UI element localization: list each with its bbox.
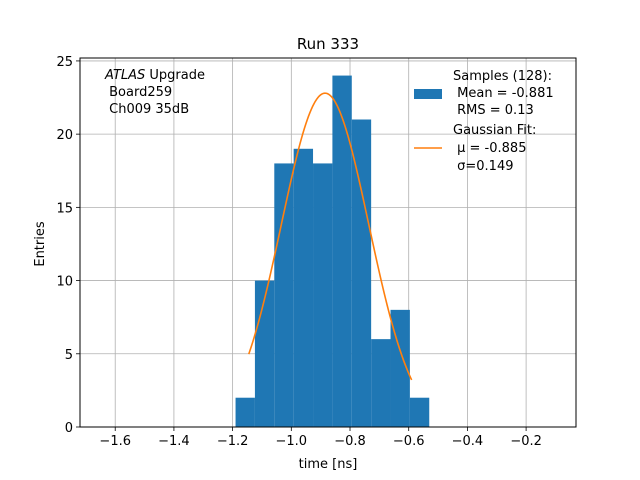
legend: Samples (128): Mean = -0.881 RMS = 0.13 … <box>414 69 554 174</box>
y-axis-ticks: 0 5 10 15 20 25 <box>56 55 80 436</box>
histogram-bars <box>235 75 430 428</box>
legend-samples-line-2: Mean = -0.881 <box>453 86 554 101</box>
histogram-bar <box>351 119 372 427</box>
histogram-bar <box>371 339 391 427</box>
annotation-line-1: ATLAS Upgrade <box>104 68 205 83</box>
histogram-bar <box>235 397 255 427</box>
annotation-line-3: Ch009 35dB <box>105 102 189 117</box>
plot-frame <box>79 57 577 428</box>
histogram-bar <box>293 148 314 428</box>
x-axis-ticks: −1.6 −1.4 −1.2 −1.0 −0.8 −0.6 −0.4 −0.2 <box>99 427 542 449</box>
x-axis-label: time [ns] <box>299 457 358 472</box>
x-tick-label: −0.8 <box>334 434 366 449</box>
x-tick-label: −0.6 <box>393 434 425 449</box>
legend-fit-line-1: Gaussian Fit: <box>453 123 536 138</box>
x-tick-label: −1.6 <box>99 434 131 449</box>
y-tick-label: 5 <box>65 348 73 363</box>
chart-title: Run 333 <box>297 35 359 53</box>
histogram-bar <box>254 280 275 427</box>
histogram-bar <box>332 75 352 428</box>
gaussian-fit-curve <box>248 92 413 381</box>
annotation-atlas: ATLAS <box>104 68 145 83</box>
y-tick-label: 25 <box>56 55 73 70</box>
legend-swatch-samples <box>414 89 442 99</box>
legend-samples-line-1: Samples (128): <box>453 69 552 84</box>
histogram-bar <box>274 163 294 427</box>
legend-fit-mu: μ = -0.885 <box>453 141 526 156</box>
legend-fit-sigma: σ=0.149 <box>453 159 513 174</box>
y-tick-label: 0 <box>65 421 73 436</box>
x-tick-label: −0.4 <box>452 434 484 449</box>
histogram-bar <box>313 163 333 427</box>
histogram-bar <box>409 397 430 427</box>
x-tick-label: −1.4 <box>158 434 190 449</box>
x-tick-label: −0.2 <box>510 434 542 449</box>
histogram-bar <box>390 309 410 427</box>
x-tick-label: −1.0 <box>276 434 308 449</box>
y-tick-label: 20 <box>56 128 73 143</box>
annotation-line-2: Board259 <box>105 85 172 100</box>
y-axis-label: Entries <box>33 221 48 267</box>
x-tick-label: −1.2 <box>217 434 249 449</box>
annotation-upgrade: Upgrade <box>145 68 205 83</box>
atlas-annotation: ATLAS Upgrade Board259 Ch009 35dB <box>104 68 205 117</box>
legend-samples-line-3: RMS = 0.13 <box>453 103 534 118</box>
y-tick-label: 15 <box>56 201 73 216</box>
y-tick-label: 10 <box>56 275 73 290</box>
gaussian-fit <box>248 92 413 381</box>
